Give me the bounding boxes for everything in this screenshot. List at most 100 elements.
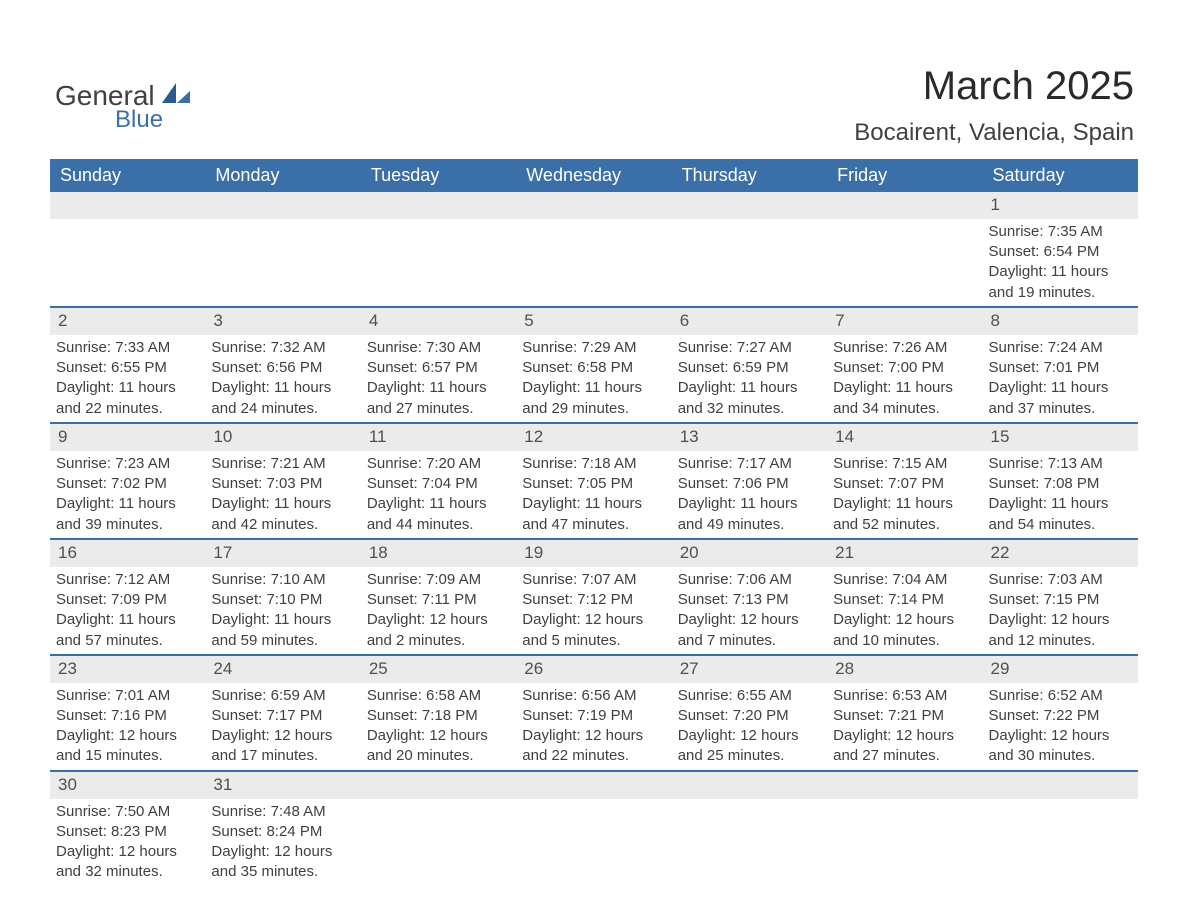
sunset-line: Sunset: 7:02 PM xyxy=(56,474,199,494)
sunset-line: Sunset: 7:11 PM xyxy=(367,590,510,610)
sunset-line: Sunset: 7:21 PM xyxy=(833,706,976,726)
sunrise-line: Sunrise: 7:04 AM xyxy=(833,570,976,590)
sunrise-line: Sunrise: 7:26 AM xyxy=(833,338,976,358)
day-detail-cell: Sunrise: 7:35 AMSunset: 6:54 PMDaylight:… xyxy=(983,219,1138,307)
logo: General Blue xyxy=(55,80,190,134)
day-number: 27 xyxy=(680,659,699,678)
week-daynum-row: 1 xyxy=(50,192,1138,219)
sunset-line: Sunset: 7:12 PM xyxy=(522,590,665,610)
day-number-cell xyxy=(672,192,827,219)
daylight-line: and 27 minutes. xyxy=(833,746,976,766)
sunrise-line: Sunrise: 7:17 AM xyxy=(678,454,821,474)
day-number: 2 xyxy=(58,311,67,330)
day-number: 26 xyxy=(524,659,543,678)
daylight-line: Daylight: 11 hours xyxy=(56,494,199,514)
calendar-body: 1Sunrise: 7:35 AMSunset: 6:54 PMDaylight… xyxy=(50,192,1138,886)
daylight-line: Daylight: 11 hours xyxy=(833,378,976,398)
daylight-line: Daylight: 12 hours xyxy=(56,842,199,862)
day-number: 29 xyxy=(991,659,1010,678)
sunrise-line: Sunrise: 7:01 AM xyxy=(56,686,199,706)
day-detail-cell xyxy=(516,219,671,307)
daylight-line: and 19 minutes. xyxy=(989,283,1132,303)
day-detail-cell: Sunrise: 7:10 AMSunset: 7:10 PMDaylight:… xyxy=(205,567,360,655)
sunrise-line: Sunrise: 6:53 AM xyxy=(833,686,976,706)
week-detail-row: Sunrise: 7:23 AMSunset: 7:02 PMDaylight:… xyxy=(50,451,1138,539)
daylight-line: Daylight: 11 hours xyxy=(211,494,354,514)
daylight-line: and 30 minutes. xyxy=(989,746,1132,766)
daylight-line: and 59 minutes. xyxy=(211,631,354,651)
day-detail-cell: Sunrise: 7:07 AMSunset: 7:12 PMDaylight:… xyxy=(516,567,671,655)
day-detail-cell: Sunrise: 7:18 AMSunset: 7:05 PMDaylight:… xyxy=(516,451,671,539)
daylight-line: and 20 minutes. xyxy=(367,746,510,766)
sunset-line: Sunset: 7:04 PM xyxy=(367,474,510,494)
daylight-line: Daylight: 12 hours xyxy=(211,726,354,746)
daylight-line: Daylight: 12 hours xyxy=(833,610,976,630)
daylight-line: Daylight: 11 hours xyxy=(367,378,510,398)
daylight-line: and 42 minutes. xyxy=(211,515,354,535)
day-number: 13 xyxy=(680,427,699,446)
day-detail-cell xyxy=(516,799,671,886)
daylight-line: Daylight: 12 hours xyxy=(522,610,665,630)
day-number: 11 xyxy=(369,427,387,446)
day-detail-cell: Sunrise: 7:09 AMSunset: 7:11 PMDaylight:… xyxy=(361,567,516,655)
day-detail-cell xyxy=(672,219,827,307)
day-number-cell xyxy=(672,771,827,799)
day-number-cell: 10 xyxy=(205,423,360,451)
sunrise-line: Sunrise: 7:48 AM xyxy=(211,802,354,822)
day-detail-cell: Sunrise: 7:33 AMSunset: 6:55 PMDaylight:… xyxy=(50,335,205,423)
day-number: 19 xyxy=(524,543,543,562)
day-number: 25 xyxy=(369,659,388,678)
day-detail-cell: Sunrise: 7:17 AMSunset: 7:06 PMDaylight:… xyxy=(672,451,827,539)
dow-header-row: Sunday Monday Tuesday Wednesday Thursday… xyxy=(50,159,1138,192)
day-number: 15 xyxy=(991,427,1010,446)
daylight-line: Daylight: 12 hours xyxy=(522,726,665,746)
day-number: 14 xyxy=(835,427,854,446)
daylight-line: Daylight: 11 hours xyxy=(989,378,1132,398)
day-detail-cell: Sunrise: 7:26 AMSunset: 7:00 PMDaylight:… xyxy=(827,335,982,423)
day-number-cell: 8 xyxy=(983,307,1138,335)
daylight-line: Daylight: 12 hours xyxy=(678,726,821,746)
day-number: 22 xyxy=(991,543,1010,562)
sunrise-line: Sunrise: 7:18 AM xyxy=(522,454,665,474)
day-number-cell: 16 xyxy=(50,539,205,567)
day-number-cell: 2 xyxy=(50,307,205,335)
dow-sunday: Sunday xyxy=(50,159,205,192)
daylight-line: Daylight: 11 hours xyxy=(989,494,1132,514)
day-number-cell: 19 xyxy=(516,539,671,567)
day-number: 9 xyxy=(58,427,67,446)
daylight-line: and 52 minutes. xyxy=(833,515,976,535)
sunrise-line: Sunrise: 6:55 AM xyxy=(678,686,821,706)
day-number-cell: 7 xyxy=(827,307,982,335)
day-number-cell: 5 xyxy=(516,307,671,335)
daylight-line: and 22 minutes. xyxy=(56,399,199,419)
day-detail-cell xyxy=(827,799,982,886)
sunrise-line: Sunrise: 6:58 AM xyxy=(367,686,510,706)
day-number-cell: 13 xyxy=(672,423,827,451)
daylight-line: Daylight: 12 hours xyxy=(989,610,1132,630)
day-detail-cell: Sunrise: 7:32 AMSunset: 6:56 PMDaylight:… xyxy=(205,335,360,423)
page-subtitle: Bocairent, Valencia, Spain xyxy=(50,119,1134,147)
daylight-line: and 25 minutes. xyxy=(678,746,821,766)
day-number: 8 xyxy=(991,311,1000,330)
day-detail-cell: Sunrise: 6:58 AMSunset: 7:18 PMDaylight:… xyxy=(361,683,516,771)
week-detail-row: Sunrise: 7:50 AMSunset: 8:23 PMDaylight:… xyxy=(50,799,1138,886)
week-detail-row: Sunrise: 7:35 AMSunset: 6:54 PMDaylight:… xyxy=(50,219,1138,307)
daylight-line: and 34 minutes. xyxy=(833,399,976,419)
sunset-line: Sunset: 7:00 PM xyxy=(833,358,976,378)
day-number-cell: 4 xyxy=(361,307,516,335)
week-daynum-row: 3031 xyxy=(50,771,1138,799)
daylight-line: and 39 minutes. xyxy=(56,515,199,535)
day-detail-cell: Sunrise: 7:03 AMSunset: 7:15 PMDaylight:… xyxy=(983,567,1138,655)
day-detail-cell xyxy=(672,799,827,886)
daylight-line: and 37 minutes. xyxy=(989,399,1132,419)
sunrise-line: Sunrise: 7:27 AM xyxy=(678,338,821,358)
sunset-line: Sunset: 7:17 PM xyxy=(211,706,354,726)
calendar-table: Sunday Monday Tuesday Wednesday Thursday… xyxy=(50,159,1138,886)
daylight-line: Daylight: 11 hours xyxy=(678,378,821,398)
day-number: 6 xyxy=(680,311,689,330)
daylight-line: Daylight: 12 hours xyxy=(989,726,1132,746)
day-number: 21 xyxy=(835,543,854,562)
sunset-line: Sunset: 7:14 PM xyxy=(833,590,976,610)
day-detail-cell: Sunrise: 7:13 AMSunset: 7:08 PMDaylight:… xyxy=(983,451,1138,539)
day-detail-cell xyxy=(205,219,360,307)
